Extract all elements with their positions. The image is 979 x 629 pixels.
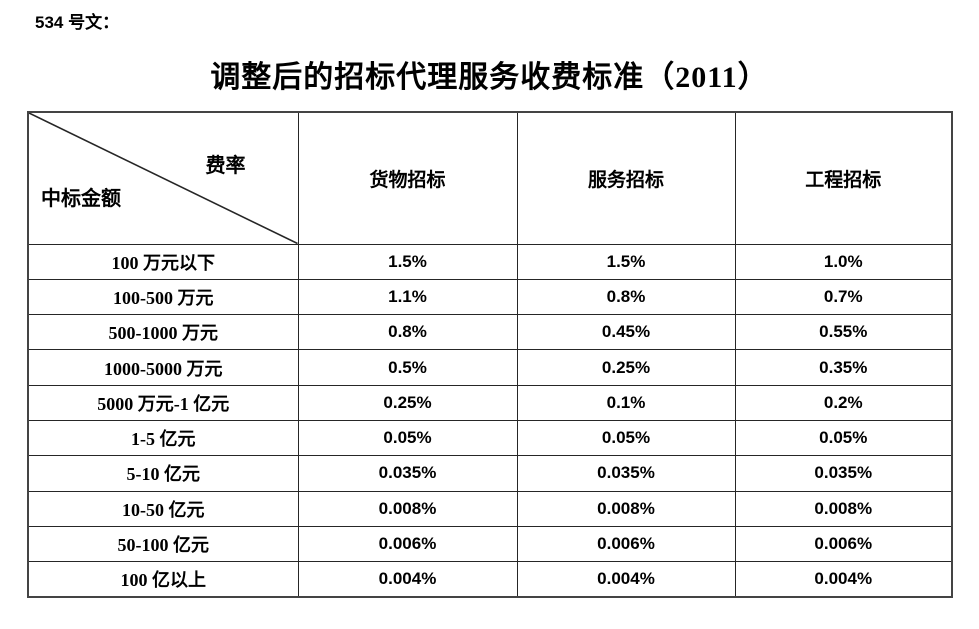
table-header-row: 费率 中标金额 货物招标 服务招标 工程招标 xyxy=(27,111,953,245)
table-row: 5000 万元-1 亿元 0.25% 0.1% 0.2% xyxy=(27,384,953,421)
amount-range: 500-1000 万元 xyxy=(27,314,299,351)
service-rate: 0.004% xyxy=(516,561,736,598)
goods-rate: 0.008% xyxy=(297,490,518,527)
goods-rate: 0.5% xyxy=(297,349,518,386)
engineering-rate: 0.2% xyxy=(734,384,953,421)
engineering-rate: 0.006% xyxy=(734,525,953,563)
fee-rate-table: 费率 中标金额 货物招标 服务招标 工程招标 100 万元以下 1.5% 1.5… xyxy=(27,111,953,598)
table-row: 100-500 万元 1.1% 0.8% 0.7% xyxy=(27,278,953,316)
table-row: 5-10 亿元 0.035% 0.035% 0.035% xyxy=(27,455,953,492)
service-rate: 0.8% xyxy=(516,278,736,316)
amount-range: 5-10 亿元 xyxy=(27,455,299,492)
engineering-rate: 0.035% xyxy=(734,455,953,492)
amount-range: 1-5 亿元 xyxy=(27,419,299,457)
service-rate: 0.45% xyxy=(516,314,736,351)
table-row: 500-1000 万元 0.8% 0.45% 0.55% xyxy=(27,314,953,351)
service-rate: 0.008% xyxy=(516,490,736,527)
diagonal-corner-cell: 费率 中标金额 xyxy=(27,111,299,245)
column-header-goods: 货物招标 xyxy=(297,111,518,245)
goods-rate: 1.5% xyxy=(297,243,518,280)
goods-rate: 0.8% xyxy=(297,314,518,351)
corner-label-rate: 费率 xyxy=(205,155,246,177)
goods-rate: 0.035% xyxy=(297,455,518,492)
corner-label-amount: 中标金额 xyxy=(41,187,121,210)
amount-range: 50-100 亿元 xyxy=(27,525,299,563)
amount-range: 100 万元以下 xyxy=(27,243,299,280)
engineering-rate: 0.7% xyxy=(734,278,953,316)
table-row: 100 亿以上 0.004% 0.004% 0.004% xyxy=(27,561,953,598)
engineering-rate: 0.004% xyxy=(734,561,953,598)
diagonal-divider-line xyxy=(29,113,298,244)
engineering-rate: 0.05% xyxy=(734,419,953,457)
amount-range: 100 亿以上 xyxy=(27,561,299,598)
amount-range: 5000 万元-1 亿元 xyxy=(27,384,299,421)
doc-number-label: 534 号文： xyxy=(35,13,120,32)
amount-range: 10-50 亿元 xyxy=(27,490,299,527)
service-rate: 0.035% xyxy=(516,455,736,492)
table-row: 1-5 亿元 0.05% 0.05% 0.05% xyxy=(27,419,953,457)
goods-rate: 0.25% xyxy=(297,384,518,421)
table-row: 100 万元以下 1.5% 1.5% 1.0% xyxy=(27,243,953,280)
column-header-service: 服务招标 xyxy=(516,111,736,245)
engineering-rate: 0.35% xyxy=(734,349,953,386)
service-rate: 0.05% xyxy=(516,419,736,457)
goods-rate: 0.05% xyxy=(297,419,518,457)
column-header-engineering: 工程招标 xyxy=(734,111,953,245)
engineering-rate: 0.55% xyxy=(734,314,953,351)
table-row: 10-50 亿元 0.008% 0.008% 0.008% xyxy=(27,490,953,527)
table-row: 1000-5000 万元 0.5% 0.25% 0.35% xyxy=(27,349,953,386)
amount-range: 100-500 万元 xyxy=(27,278,299,316)
table-row: 50-100 亿元 0.006% 0.006% 0.006% xyxy=(27,525,953,563)
service-rate: 0.006% xyxy=(516,525,736,563)
amount-range: 1000-5000 万元 xyxy=(27,349,299,386)
goods-rate: 0.006% xyxy=(297,525,518,563)
engineering-rate: 1.0% xyxy=(734,243,953,280)
service-rate: 0.1% xyxy=(516,384,736,421)
service-rate: 0.25% xyxy=(516,349,736,386)
goods-rate: 0.004% xyxy=(297,561,518,598)
service-rate: 1.5% xyxy=(516,243,736,280)
engineering-rate: 0.008% xyxy=(734,490,953,527)
goods-rate: 1.1% xyxy=(297,278,518,316)
page-title: 调整后的招标代理服务收费标准（2011） xyxy=(210,61,769,94)
